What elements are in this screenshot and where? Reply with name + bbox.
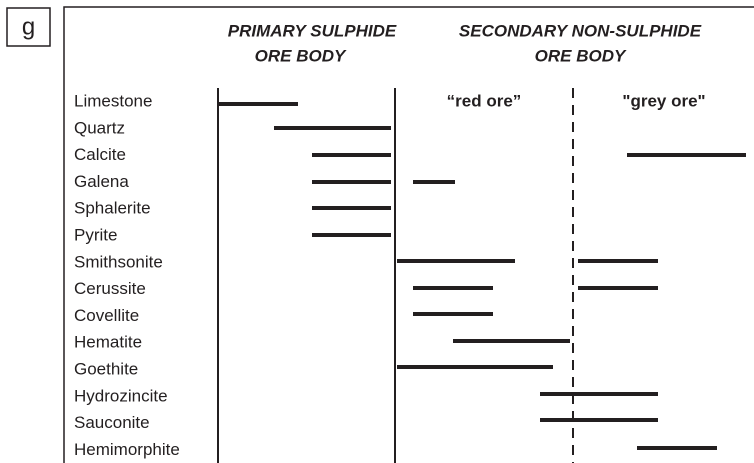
subheader: “red ore” [447, 91, 522, 110]
mineral-label: Pyrite [74, 225, 117, 244]
header: PRIMARY SULPHIDE [228, 21, 397, 40]
header: ORE BODY [535, 46, 627, 65]
mineral-label: Hemimorphite [74, 440, 180, 459]
mineral-label: Hydrozincite [74, 386, 168, 405]
panel-label: g [22, 13, 35, 40]
mineral-label: Smithsonite [74, 252, 163, 271]
subheader: "grey ore" [622, 91, 705, 110]
mineral-label: Hematite [74, 333, 142, 352]
panel-box [6, 7, 51, 47]
mineral-label: Goethite [74, 359, 138, 378]
mineral-label: Galena [74, 172, 129, 191]
mineral-label: Cerussite [74, 279, 146, 298]
mineral-label: Quartz [74, 118, 125, 137]
bars [218, 102, 746, 450]
mineral-label: Limestone [74, 91, 152, 110]
mineral-label: Sauconite [74, 413, 150, 432]
mineral-label: Sphalerite [74, 199, 151, 218]
mineral-label: Calcite [74, 145, 126, 164]
mineral-label: Covellite [74, 306, 139, 325]
header: SECONDARY NON-SULPHIDE [459, 21, 702, 40]
frame [63, 6, 754, 463]
header: ORE BODY [255, 46, 347, 65]
